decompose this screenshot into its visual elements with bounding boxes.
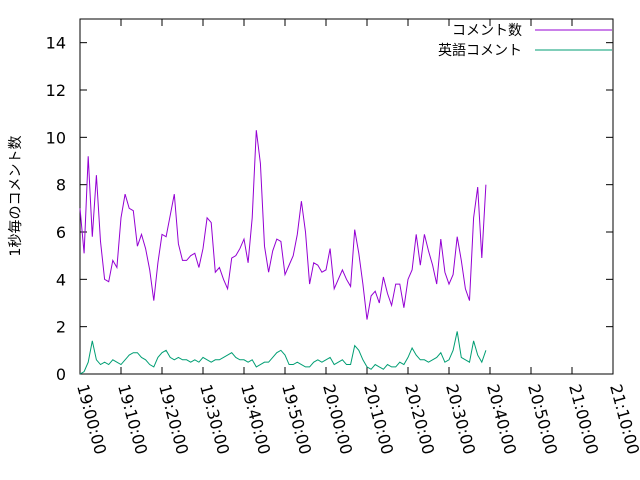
y-tick-label: 4 — [56, 270, 66, 289]
x-tick-label: 19:20:00 — [155, 382, 192, 456]
y-tick-label: 0 — [56, 365, 66, 384]
x-tick-label: 20:00:00 — [319, 382, 356, 456]
y-tick-label: 14 — [46, 34, 66, 53]
x-tick-label: 19:00:00 — [73, 382, 110, 456]
x-tick-label: 19:10:00 — [114, 382, 151, 456]
x-tick-label: 20:30:00 — [442, 382, 479, 456]
y-axis: 0 2 4 6 8 10 12 14 — [46, 34, 613, 384]
series-line — [79, 130, 487, 320]
x-tick-label: 21:10:00 — [606, 382, 640, 456]
x-tick-label: 21:00:00 — [565, 382, 602, 456]
x-tick-label: 20:50:00 — [524, 382, 561, 456]
x-tick-label: 20:20:00 — [401, 382, 438, 456]
x-tick-label: 20:10:00 — [360, 382, 397, 456]
y-tick-label: 8 — [56, 176, 66, 195]
y-tick-label: 12 — [46, 81, 66, 100]
x-tick-label: 19:30:00 — [196, 382, 233, 456]
y-tick-label: 6 — [56, 223, 66, 242]
y-tick-label: 2 — [56, 318, 66, 337]
y-tick-label: 10 — [46, 128, 66, 147]
plot-frame — [79, 18, 614, 375]
legend-label: コメント数 — [452, 23, 522, 39]
x-tick-label: 19:40:00 — [237, 382, 274, 456]
x-tick-label: 20:40:00 — [483, 382, 520, 456]
series-line — [79, 331, 487, 375]
x-tick-label: 19:50:00 — [278, 382, 315, 456]
y-axis-title: 1秒毎のコメント数 — [8, 136, 24, 257]
series-layer — [79, 130, 487, 375]
legend-label: 英語コメント — [438, 42, 522, 59]
